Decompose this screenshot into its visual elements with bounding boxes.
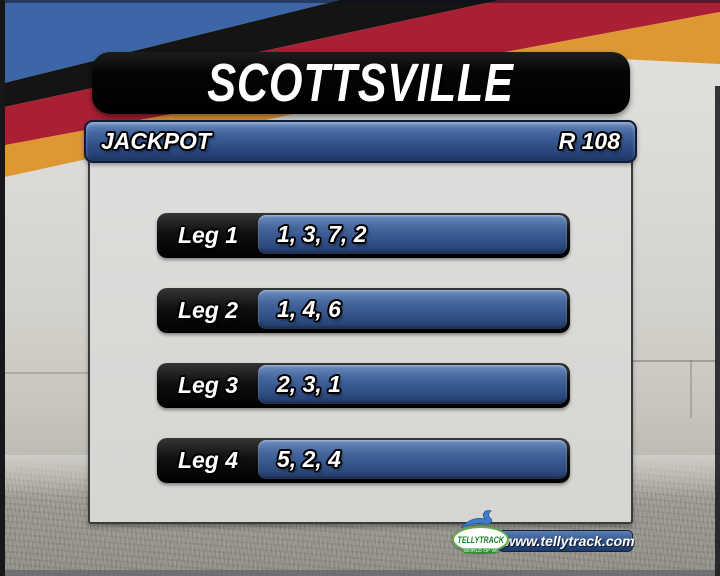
leg-row-1: Leg 1 1, 3, 7, 2 (157, 213, 570, 258)
leg-label: Leg 2 (177, 297, 239, 323)
frame-right-edge (715, 86, 720, 576)
leg-label: Leg 3 (177, 372, 239, 398)
website-url: www.tellytrack.com (504, 533, 635, 549)
frame-top-edge (0, 0, 720, 3)
leg-row-3: Leg 3 2, 3, 1 (157, 363, 570, 408)
leg-numbers-pill: 1, 3, 7, 2 (258, 215, 567, 254)
tellytrack-logo-name: TELLYTRACK (457, 534, 504, 545)
frame-bottom-edge (0, 570, 720, 576)
leg-numbers: 5, 2, 4 (277, 446, 341, 472)
tellytrack-logo: TELLYTRACK (452, 526, 509, 553)
leg-numbers-pill: 2, 3, 1 (258, 365, 567, 404)
leg-label: Leg 1 (177, 222, 239, 248)
track-name-banner: SCOTTSVILLE (92, 52, 630, 114)
tellytrack-logo-tagline: WORLD OF WINNERS (463, 548, 498, 554)
leg-numbers: 2, 3, 1 (277, 371, 341, 397)
background-fence-post (690, 360, 692, 418)
jackpot-header-bar: JACKPOT R 108 (84, 120, 637, 163)
background-fence-rail (0, 372, 88, 374)
leg-label: Leg 4 (177, 447, 239, 473)
leg-numbers: 1, 3, 7, 2 (277, 221, 367, 247)
leg-numbers-pill: 5, 2, 4 (258, 440, 567, 479)
background-fence-rail (633, 360, 717, 362)
track-name: SCOTTSVILLE (207, 53, 515, 113)
leg-row-4: Leg 4 5, 2, 4 (157, 438, 570, 483)
jackpot-amount: R 108 (558, 128, 620, 154)
jackpot-label: JACKPOT (101, 128, 211, 154)
tellytrack-bird-icon (460, 510, 493, 529)
leg-numbers-pill: 1, 4, 6 (258, 290, 567, 329)
leg-row-2: Leg 2 1, 4, 6 (157, 288, 570, 333)
leg-numbers: 1, 4, 6 (277, 296, 341, 322)
frame-left-edge (0, 0, 5, 576)
website-bar: www.tellytrack.com (498, 530, 635, 552)
